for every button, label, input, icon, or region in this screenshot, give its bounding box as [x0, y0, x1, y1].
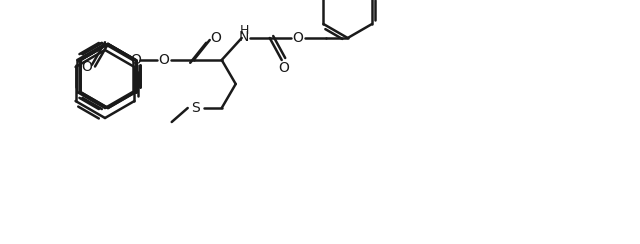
Text: O: O — [131, 53, 141, 67]
Text: O: O — [81, 60, 92, 73]
Text: O: O — [211, 31, 221, 45]
Text: S: S — [191, 101, 200, 115]
Text: H: H — [240, 23, 250, 37]
Text: O: O — [278, 61, 289, 75]
Text: N: N — [239, 30, 249, 44]
Text: O: O — [292, 31, 303, 45]
Text: O: O — [158, 53, 169, 67]
